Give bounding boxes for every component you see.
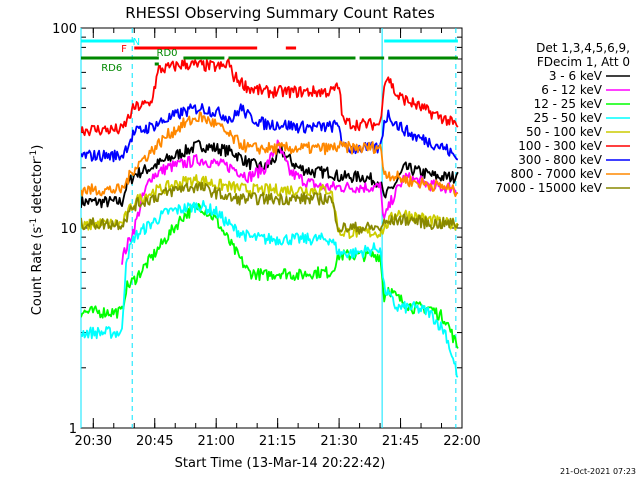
plot-area: 1 10 100 20:30 20:45 21:00 21:15 21:30 21:45 22:0… (52, 22, 481, 449)
legend-label: 3 - 6 keV (549, 69, 603, 83)
chart-title: RHESSI Observing Summary Count Rates (125, 4, 435, 22)
x-tick-label: 20:45 (136, 434, 173, 449)
legend-label: 12 - 25 keV (534, 97, 603, 111)
x-tick-label: 22:00 (443, 434, 480, 449)
flag-label: RD6 (101, 63, 122, 74)
series-line-8 (81, 181, 459, 235)
x-tick-label: 20:30 (75, 434, 112, 449)
series-line-3 (81, 200, 459, 378)
legend-label: 25 - 50 keV (534, 111, 603, 125)
flag-label: N (133, 37, 140, 48)
legend-label: 300 - 800 keV (518, 153, 602, 167)
footer-timestamp: 21-Oct-2021 07:23 (560, 467, 636, 476)
legend-label: 6 - 12 keV (541, 83, 603, 97)
x-tick-label: 21:15 (259, 434, 296, 449)
legend-label: 7000 - 15000 keV (495, 181, 602, 195)
x-tick-label: 21:00 (197, 434, 234, 449)
legend-header-line2: FDecim 1, Att 0 (537, 55, 630, 69)
y-axis-label-end: ) (30, 145, 45, 150)
y-tick-label: 10 (60, 222, 77, 237)
series-line-6 (81, 103, 459, 163)
x-tick-label: 21:45 (382, 434, 419, 449)
flag-label: F (121, 44, 127, 55)
x-tick-label: 21:30 (320, 434, 357, 449)
series-line-2 (81, 202, 459, 349)
y-axis-label-sup1: -1 (29, 218, 39, 227)
flag-label: RD0 (157, 48, 178, 59)
y-tick-label: 1 (69, 422, 77, 437)
y-tick-label: 100 (52, 22, 77, 37)
series-line-5 (81, 58, 459, 137)
legend-header-line1: Det 1,3,4,5,6,9, (536, 41, 630, 55)
y-axis-label-sup2: -1 (29, 150, 39, 159)
legend: Det 1,3,4,5,6,9, FDecim 1, Att 0 3 - 6 k… (495, 41, 630, 195)
series-line-7 (81, 111, 459, 198)
y-axis-label-main: Count Rate (s (30, 227, 45, 316)
y-axis-label-mid: detector (30, 158, 45, 218)
y-axis-label: Count Rate (s-1 detector-1) (29, 145, 45, 316)
x-axis-label: Start Time (13-Mar-14 20:22:42) (175, 456, 386, 471)
legend-label: 50 - 100 keV (526, 125, 603, 139)
series-group (81, 58, 459, 378)
legend-label: 800 - 7000 keV (511, 167, 603, 181)
legend-label: 100 - 300 keV (518, 139, 602, 153)
